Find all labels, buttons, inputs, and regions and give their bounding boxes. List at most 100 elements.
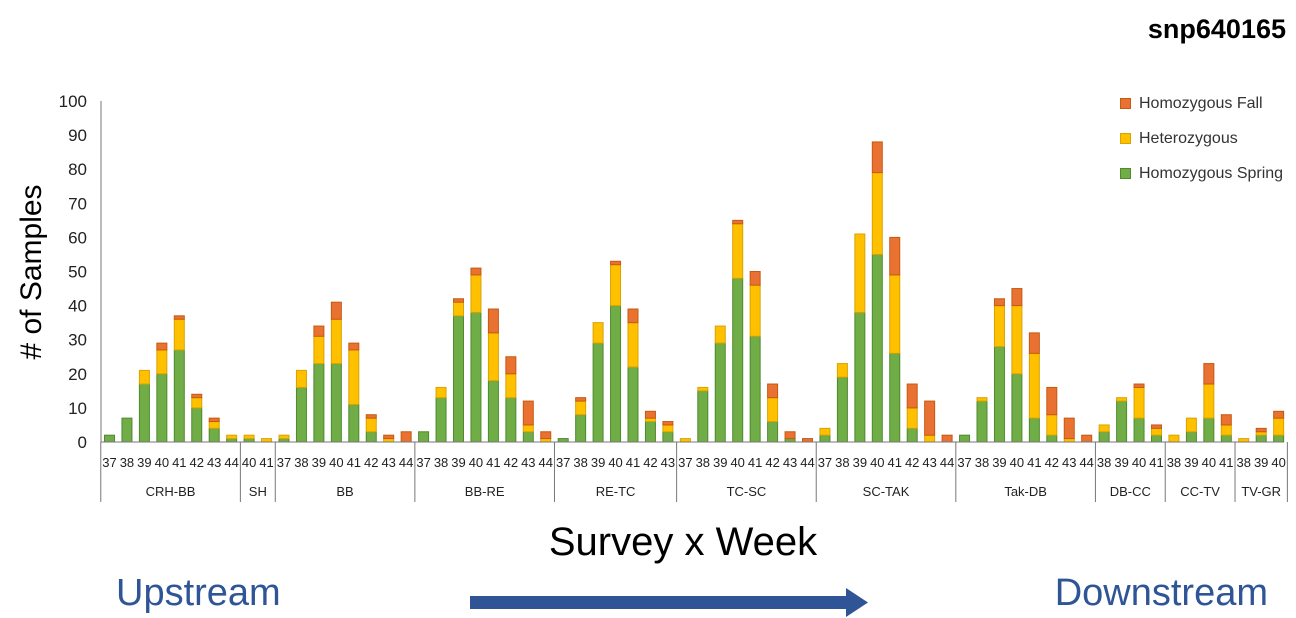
- bar-fall: [627, 308, 639, 324]
- bar-het: [156, 349, 168, 375]
- x-tick-label: 39: [853, 455, 867, 470]
- bar-spring: [993, 346, 1005, 443]
- bar-spring: [330, 363, 342, 443]
- x-tick-label: 42: [190, 455, 204, 470]
- bar-spring: [854, 311, 866, 443]
- group-label: SC-TAK: [863, 484, 910, 499]
- x-tick-label: 39: [1184, 455, 1198, 470]
- bar-fall: [173, 315, 185, 320]
- x-tick-label: 40: [469, 455, 483, 470]
- bar-spring: [156, 373, 168, 443]
- x-tick-label: 39: [451, 455, 465, 470]
- bar-spring: [418, 431, 430, 443]
- bar-het: [889, 274, 901, 354]
- x-tick-label: 38: [573, 455, 587, 470]
- bar-fall: [348, 342, 360, 351]
- x-tick-label: 40: [608, 455, 622, 470]
- group-label: BB-RE: [465, 484, 505, 499]
- group-label: BB: [336, 484, 353, 499]
- y-tick-label: 70: [68, 194, 87, 213]
- x-tick-label: 37: [678, 455, 692, 470]
- x-tick-label: 42: [905, 455, 919, 470]
- bar-het: [662, 424, 674, 433]
- bar-fall: [1133, 383, 1145, 388]
- bar-het: [435, 386, 447, 399]
- x-tick-label: 44: [800, 455, 814, 470]
- x-tick-label: 43: [521, 455, 535, 470]
- bar-fall: [1203, 363, 1215, 385]
- y-tick-label: 100: [59, 92, 87, 111]
- bar-fall: [871, 141, 883, 174]
- x-tick-label: 42: [1045, 455, 1059, 470]
- y-axis: 0 10 20 30 40 50 60 70 80 90 100: [59, 92, 102, 452]
- x-tick-label: 38: [294, 455, 308, 470]
- bar-het: [1098, 424, 1110, 433]
- bar-spring: [557, 438, 569, 443]
- bar-spring: [1116, 400, 1128, 443]
- x-tick-label: 39: [312, 455, 326, 470]
- group-label: TV-GR: [1241, 484, 1281, 499]
- bar-het: [749, 284, 761, 337]
- x-tick-label: 37: [957, 455, 971, 470]
- bar-het: [1151, 427, 1162, 436]
- bars-layer: [104, 141, 1285, 443]
- bar-spring: [313, 363, 325, 443]
- bar-het: [453, 301, 464, 317]
- bar-het: [295, 369, 307, 388]
- x-tick-label: 37: [818, 455, 832, 470]
- bar-spring: [767, 421, 779, 443]
- bar-het: [226, 434, 238, 440]
- y-tick-label: 80: [68, 160, 87, 179]
- bar-spring: [226, 438, 238, 443]
- bar-het: [1255, 431, 1267, 436]
- x-tick-label: 39: [591, 455, 605, 470]
- x-tick-label: 40: [1271, 455, 1285, 470]
- bar-het: [819, 427, 831, 436]
- bar-fall: [470, 267, 482, 276]
- x-tick-label: 38: [1097, 455, 1111, 470]
- bar-spring: [610, 305, 622, 443]
- bar-het: [1116, 397, 1128, 402]
- x-tick-label: 44: [1079, 455, 1093, 470]
- y-tick-label: 40: [68, 297, 87, 316]
- bar-het: [976, 397, 988, 402]
- bar-het: [383, 438, 395, 443]
- bar-fall: [941, 434, 953, 443]
- bar-het: [871, 172, 883, 255]
- legend-label-fall: Homozygous Fall: [1139, 94, 1263, 112]
- bar-het: [1185, 417, 1197, 433]
- legend-item-heterozygous: Heterozygous: [1120, 121, 1283, 156]
- direction-arrow-icon: [470, 588, 868, 617]
- bar-fall: [1273, 410, 1285, 419]
- bar-fall: [540, 431, 552, 440]
- x-tick-label: 41: [626, 455, 640, 470]
- bar-spring: [453, 315, 464, 443]
- bar-het: [854, 233, 866, 313]
- bar-het: [1220, 424, 1232, 436]
- x-axis-label: Survey x Week: [548, 520, 818, 564]
- bar-fall: [889, 236, 901, 276]
- bar-het: [1046, 414, 1058, 436]
- x-tick-label: 40: [155, 455, 169, 470]
- bar-spring: [1098, 431, 1110, 443]
- x-tick-label: 39: [1114, 455, 1128, 470]
- x-tick-label: 44: [940, 455, 954, 470]
- chart-title: snp640165: [1147, 14, 1286, 44]
- bar-spring: [208, 427, 220, 443]
- bar-het: [540, 438, 552, 443]
- bar-het: [1063, 438, 1075, 443]
- legend: Homozygous Fall Heterozygous Homozygous …: [1120, 86, 1283, 191]
- bar-het: [505, 373, 517, 399]
- x-tick-label: 41: [1027, 455, 1041, 470]
- bar-fall: [575, 397, 587, 402]
- bar-spring: [644, 421, 656, 443]
- bar-het: [138, 369, 150, 385]
- bar-het: [278, 434, 290, 440]
- bar-spring: [365, 431, 377, 443]
- bar-spring: [487, 380, 499, 443]
- bar-fall: [522, 400, 534, 426]
- y-tick-label: 0: [78, 433, 87, 452]
- bar-spring: [662, 431, 674, 443]
- bar-fall: [453, 298, 464, 303]
